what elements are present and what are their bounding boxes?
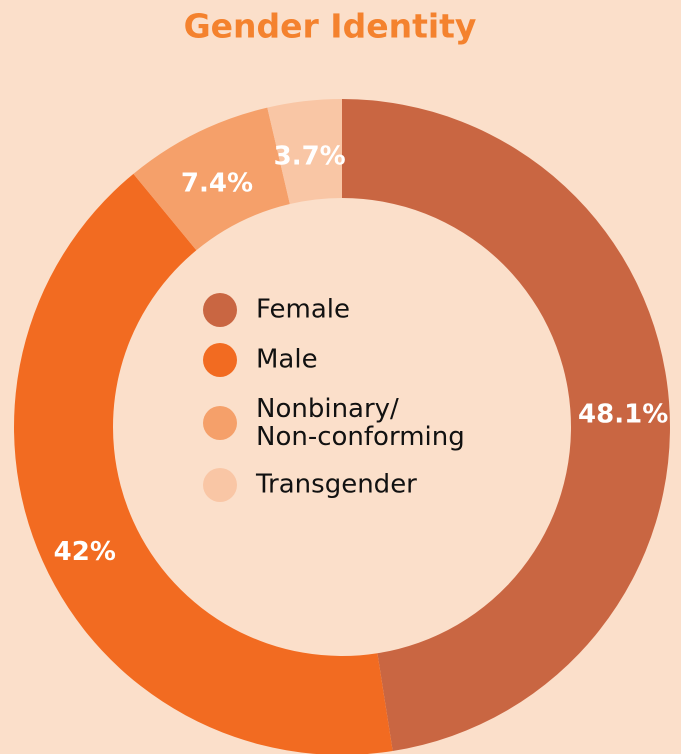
- data-label: 48.1%: [578, 400, 668, 430]
- donut-segment: [267, 99, 342, 205]
- donut-segment: [342, 99, 670, 752]
- legend-label: Male: [256, 345, 318, 375]
- legend-swatch: [203, 406, 237, 440]
- donut-segment: [14, 173, 393, 754]
- legend-swatch: [203, 343, 237, 377]
- data-label: 42%: [54, 537, 116, 567]
- legend-label: Transgender: [255, 470, 417, 500]
- legend-label: Female: [256, 295, 350, 325]
- legend-label: Nonbinary/Non-conforming: [256, 394, 465, 452]
- donut-segment: [133, 107, 290, 251]
- chart-title: Gender Identity: [184, 7, 477, 46]
- legend-swatch: [203, 468, 237, 502]
- legend-swatch: [203, 293, 237, 327]
- data-label: 7.4%: [181, 169, 253, 199]
- data-label: 3.7%: [274, 141, 346, 171]
